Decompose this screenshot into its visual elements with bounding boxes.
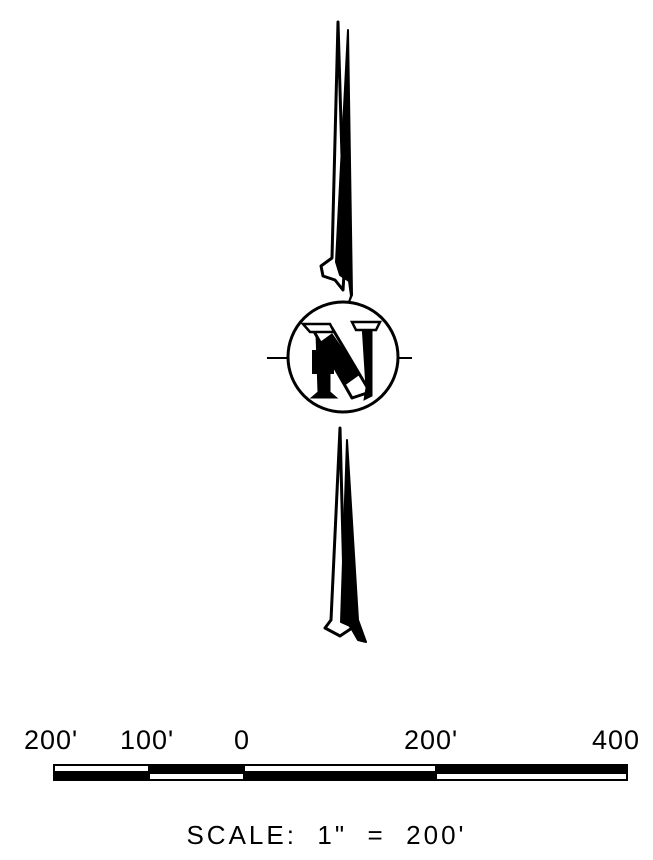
north-arrow-upper-black-half: [335, 29, 353, 303]
north-letter-emblem: [300, 320, 383, 401]
scale-label-left-100: 100': [120, 725, 175, 755]
scale-bar-segment-2-bottom: [150, 774, 243, 779]
scale-bar-segment-4-bottom: [437, 774, 626, 779]
scale-label-zero: 0: [234, 725, 251, 755]
scale-bar-segment-1-top: [55, 766, 148, 771]
scale-bar-segment-3-top: [245, 766, 435, 771]
scale-label-right-400: 400: [592, 725, 641, 755]
scale-caption: SCALE: 1" = 200': [186, 820, 467, 850]
scale-label-left-200: 200': [24, 725, 79, 755]
scale-label-right-200: 200': [404, 725, 459, 755]
north-arrow-lower-black-half: [340, 439, 367, 643]
scale-bar: [53, 764, 628, 781]
north-arrow: [267, 20, 412, 643]
